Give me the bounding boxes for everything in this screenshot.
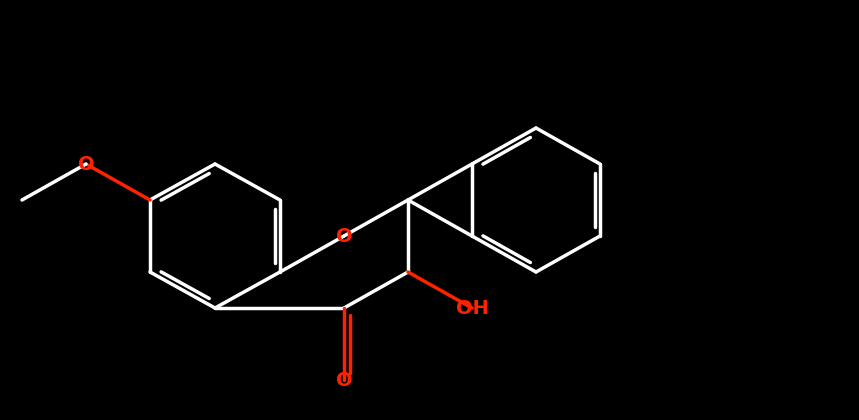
Text: O: O xyxy=(77,155,94,173)
Text: OH: OH xyxy=(455,299,489,318)
Text: O: O xyxy=(336,370,352,389)
Text: O: O xyxy=(336,226,352,246)
